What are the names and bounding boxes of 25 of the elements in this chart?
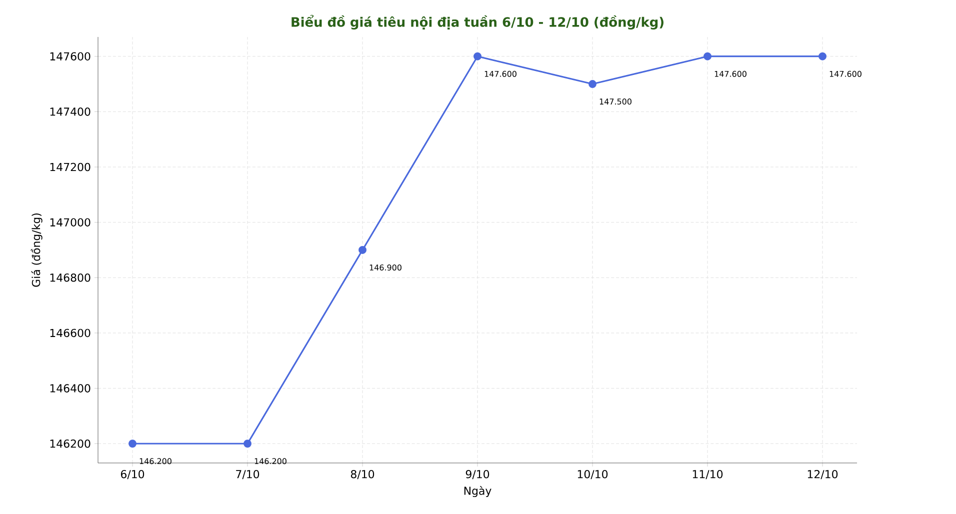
y-tick-label: 147000 (50, 218, 90, 226)
x-tick-label: 12/10 (808, 470, 838, 480)
x-tick-label: 9/10 (466, 470, 490, 480)
y-tick-label: 146400 (50, 384, 90, 392)
x-tick-label: 10/10 (578, 470, 608, 480)
point (244, 440, 252, 448)
point (474, 52, 482, 60)
point (358, 246, 366, 254)
x-tick-label: 11/10 (692, 470, 723, 480)
x-tick-label: 6/10 (120, 470, 144, 480)
y-tick-label: 146200 (50, 439, 90, 448)
point (128, 440, 136, 448)
point (704, 52, 712, 60)
x-axis-title: Ngày (464, 486, 492, 498)
y-tick-label: 147400 (50, 108, 90, 116)
x-tick-label: 8/10 (350, 470, 374, 480)
chart-title: Biểu đồ giá tiêu nội địa tuần 6/10 - 12/10 (đồng/kg) (292, 14, 664, 30)
y-tick-label: 147600 (50, 52, 90, 60)
y-axis-title: Giá (đồng/kg) (30, 214, 42, 287)
x-tick-label: 7/10 (236, 470, 260, 480)
y-tick-label: 146800 (50, 274, 90, 282)
point (818, 52, 826, 60)
point (588, 80, 596, 88)
y-tick-label: 147200 (50, 162, 90, 172)
y-tick-label: 146600 (50, 328, 90, 338)
